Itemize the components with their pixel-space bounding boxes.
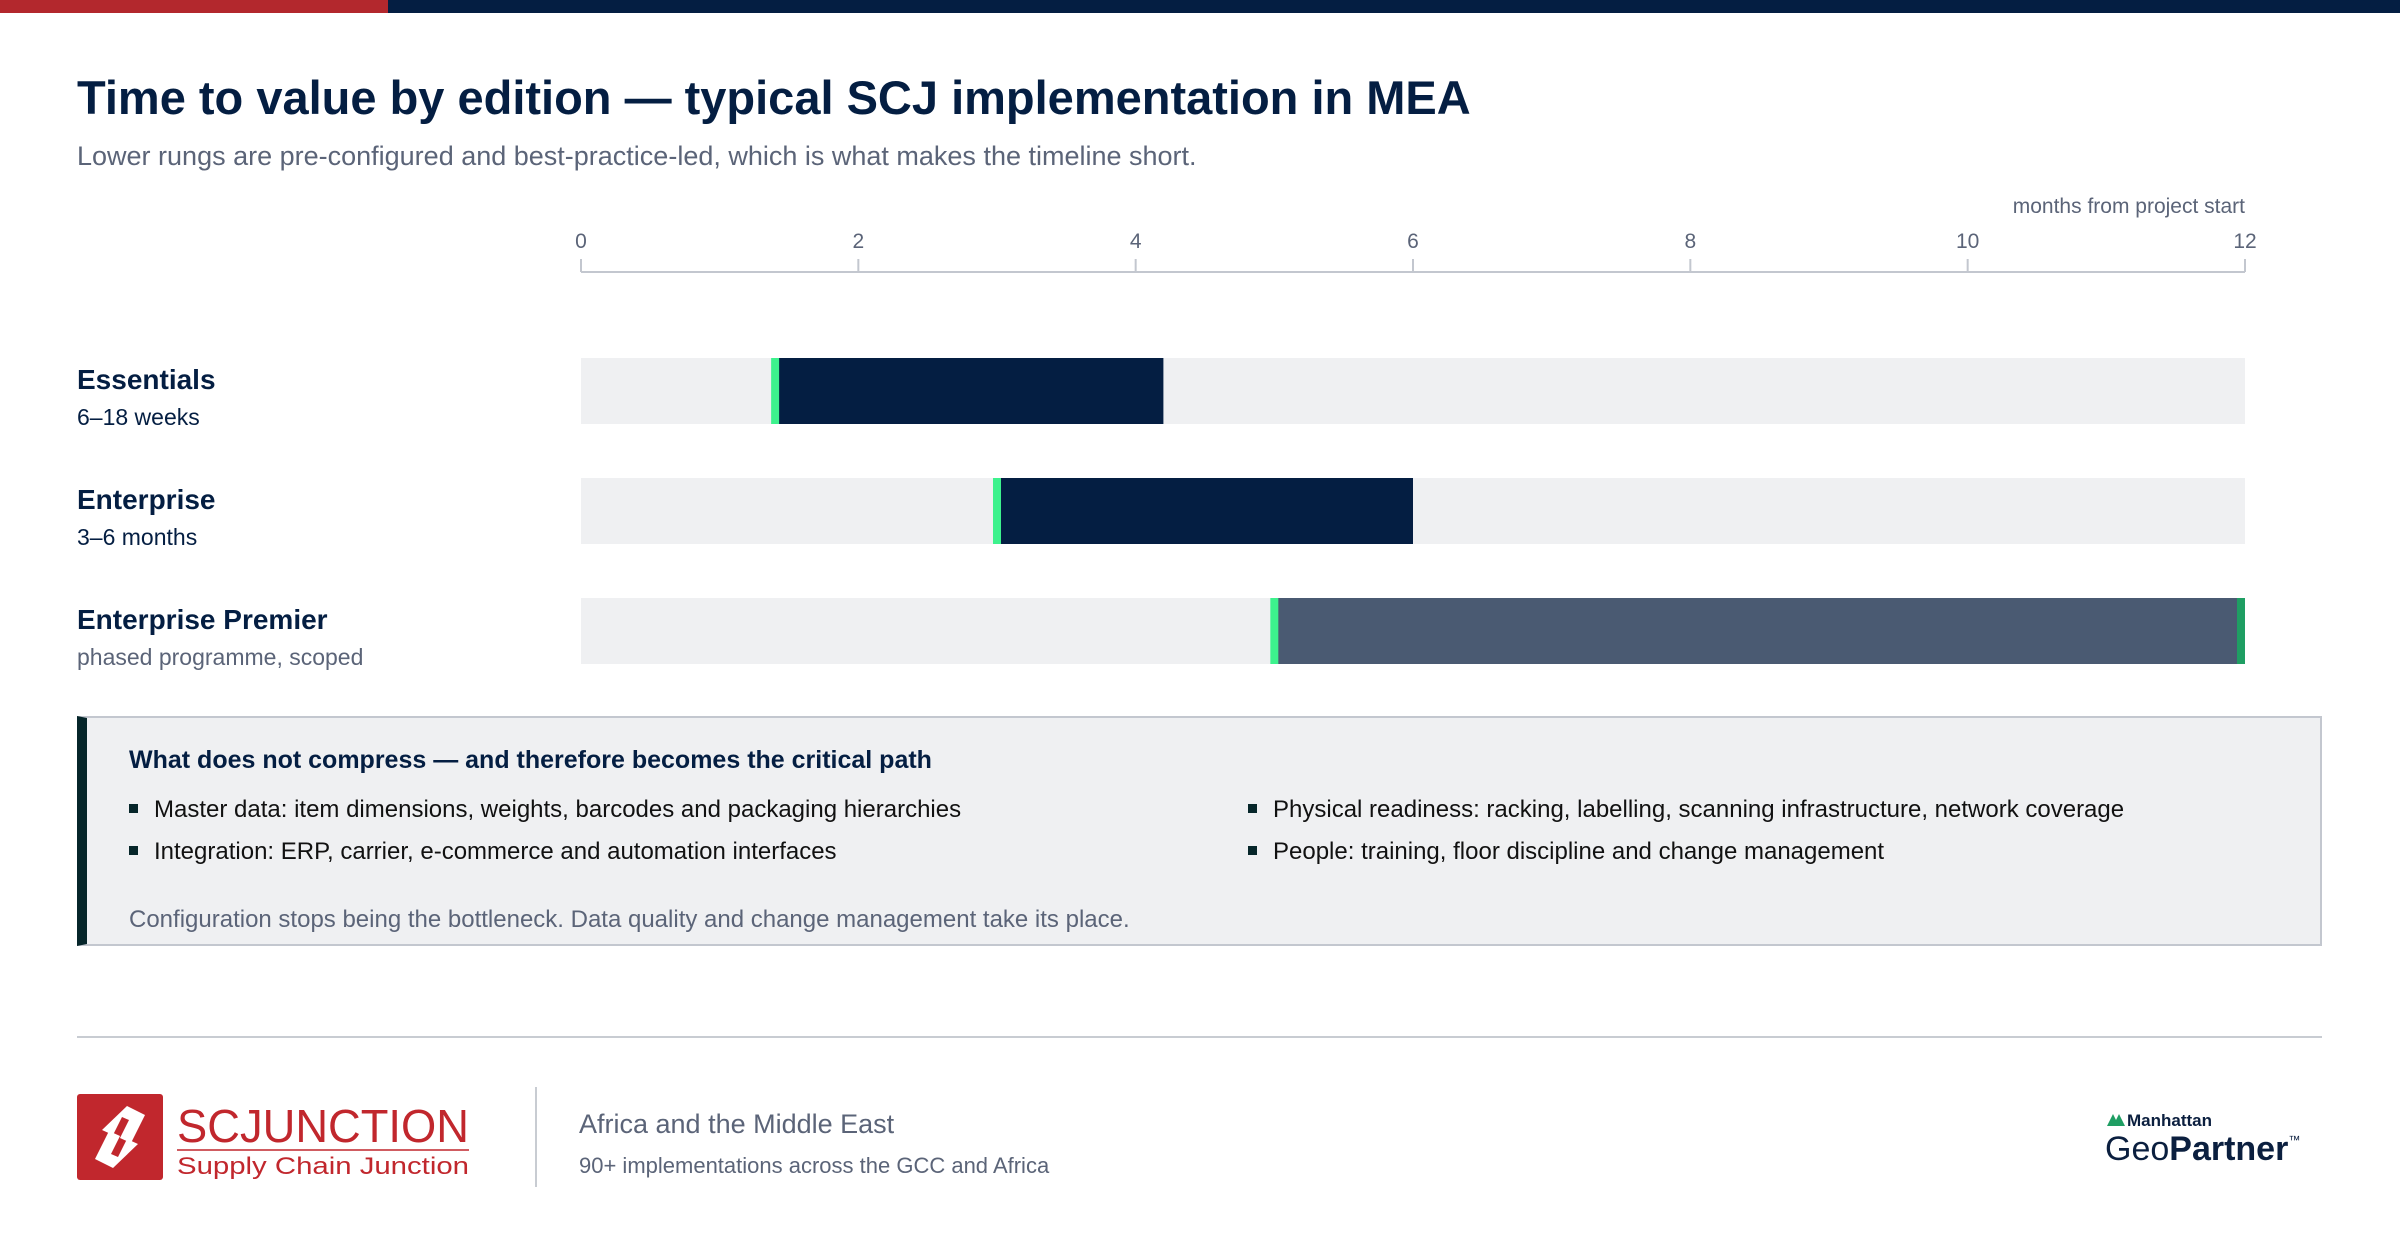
partner-geo: Geo xyxy=(2105,1130,2169,1168)
axis-label: months from project start xyxy=(2013,195,2245,218)
partner-name: GeoPartner™ xyxy=(2105,1130,2300,1168)
bullet-item: Integration: ERP, carrier, e-commerce an… xyxy=(129,838,837,866)
range-bar xyxy=(1274,598,2245,664)
link-icon xyxy=(95,1106,145,1168)
page-subtitle: Lower rungs are pre-configured and best-… xyxy=(77,141,1197,171)
bullet-item: People: training, floor discipline and c… xyxy=(1248,838,1884,866)
row-name: Enterprise Premier xyxy=(77,604,328,635)
footer-divider xyxy=(77,1036,2322,1038)
tick-label: 10 xyxy=(1956,230,1979,253)
logo-wordmark: SCJUNCTION xyxy=(177,1100,469,1152)
row-label-enterprise: Enterprise 3–6 months xyxy=(77,484,216,551)
tick-label: 12 xyxy=(2233,230,2256,253)
critical-path-callout: What does not compress — and therefore b… xyxy=(77,716,2322,946)
bullet-item: Physical readiness: racking, labelling, … xyxy=(1248,796,2124,824)
tick-label: 2 xyxy=(852,230,864,253)
row-name: Enterprise xyxy=(77,484,216,515)
tick-label: 8 xyxy=(1684,230,1696,253)
timeline-chart: months from project start 0 2 4 6 8 10 12 xyxy=(575,195,2257,664)
manhattan-mark-icon xyxy=(2107,1114,2125,1126)
top-accent-bar xyxy=(0,0,2400,13)
top-accent-red xyxy=(0,0,388,13)
row-description: phased programme, scoped xyxy=(77,644,364,670)
logo-tagline: Supply Chain Junction xyxy=(177,1153,469,1180)
row-label-essentials: Essentials 6–18 weeks xyxy=(77,364,216,431)
range-start-marker xyxy=(771,358,780,424)
row-description: 6–18 weeks xyxy=(77,404,200,430)
page-title: Time to value by edition — typical SCJ i… xyxy=(77,71,1471,124)
partner-tm: ™ xyxy=(2288,1133,2300,1147)
callout-note: Configuration stops being the bottleneck… xyxy=(129,906,1130,933)
partner-main: Partner xyxy=(2169,1130,2288,1168)
callout-title: What does not compress — and therefore b… xyxy=(129,746,932,774)
range-start-marker xyxy=(1270,598,1279,664)
range-bar xyxy=(997,478,1413,544)
manhattan-geopartner-logo: Manhattan GeoPartner™ xyxy=(2105,1111,2300,1168)
bullet-item: Master data: item dimensions, weights, b… xyxy=(129,796,961,824)
region-title: Africa and the Middle East xyxy=(579,1109,895,1139)
partner-brand: Manhattan xyxy=(2127,1111,2212,1130)
scjunction-logo: SCJUNCTION Supply Chain Junction xyxy=(77,1094,469,1180)
region-subtitle: 90+ implementations across the GCC and A… xyxy=(579,1153,1050,1178)
tick-label: 0 xyxy=(575,230,587,253)
range-end-marker xyxy=(2237,598,2245,664)
range-start-marker xyxy=(993,478,1001,544)
tick-label: 6 xyxy=(1407,230,1419,253)
footer-separator xyxy=(535,1087,537,1187)
logo-mark xyxy=(77,1094,163,1180)
row-label-enterprise-premier: Enterprise Premier phased programme, sco… xyxy=(77,604,363,671)
row-description: 3–6 months xyxy=(77,524,198,550)
range-bar xyxy=(775,358,1164,424)
row-name: Essentials xyxy=(77,364,216,395)
tick-label: 4 xyxy=(1130,230,1142,253)
